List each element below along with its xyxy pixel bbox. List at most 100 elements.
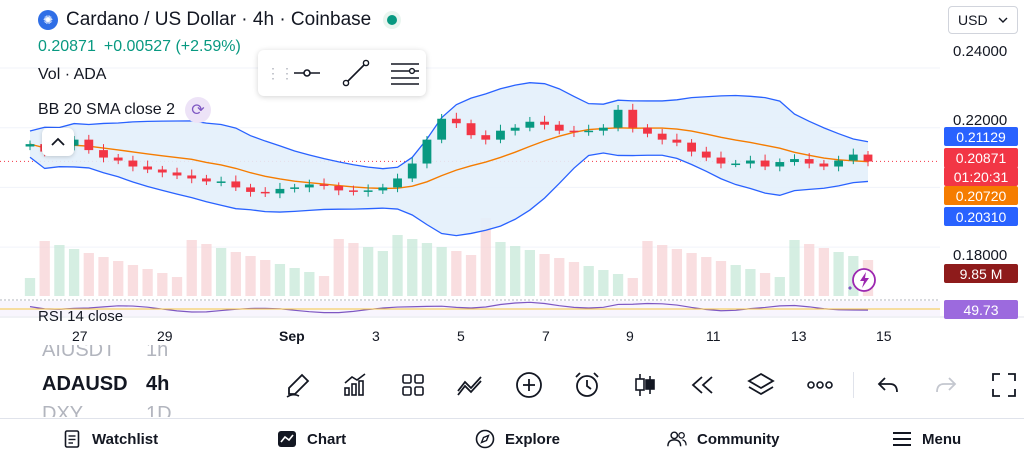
current-symbol[interactable]: ADAUSD [42, 373, 128, 395]
candle-body [760, 160, 770, 167]
drag-handle-icon[interactable]: ⋮⋮ [266, 64, 294, 81]
candle-body [99, 150, 108, 158]
volume-bar [201, 244, 212, 296]
candle-body [731, 163, 741, 166]
bb-basis-line [29, 127, 869, 190]
time-axis-label: 29 [157, 328, 173, 344]
trend-line-icon [342, 59, 370, 87]
pen-icon [286, 373, 310, 398]
nav-community[interactable]: Community [667, 429, 780, 449]
symbol-option[interactable]: AIUSDT [42, 345, 116, 361]
refresh-icon[interactable]: ⟳ [184, 97, 211, 123]
nav-menu-label: Menu [922, 430, 962, 448]
currency-select[interactable]: USD [948, 6, 1018, 34]
volume-bar [715, 261, 727, 296]
candle-body [701, 151, 711, 158]
volume-bar [289, 268, 300, 296]
volume-bar [186, 240, 197, 296]
current-interval[interactable]: 4h [146, 373, 170, 395]
rewind-icon [691, 376, 713, 394]
horizontal-ray-tool[interactable] [286, 55, 329, 91]
more-button[interactable] [805, 370, 835, 400]
price-chart[interactable] [0, 0, 1024, 345]
alert-button[interactable] [572, 370, 602, 400]
volume-bar [465, 255, 477, 296]
drawing-toolbar[interactable]: ⋮⋮ [258, 50, 426, 96]
interval-option[interactable]: 1D [146, 403, 172, 417]
symbol-title-row[interactable]: ✺ Cardano / US Dollar · 4h · Coinbase [38, 9, 402, 31]
candle-body [290, 187, 300, 189]
volume-bar [407, 239, 418, 296]
volume-bar [583, 266, 594, 296]
candle-body [25, 144, 35, 147]
volume-bar [39, 241, 50, 296]
volume-bar [436, 247, 447, 296]
nav-watchlist[interactable]: Watchlist [62, 429, 158, 449]
plus-circle-icon [516, 372, 542, 398]
symbol-picker[interactable]: AIUSDT ADAUSD DXY [42, 345, 132, 417]
trend-line-tool[interactable] [335, 55, 378, 91]
volume-bar [215, 248, 227, 296]
interval-option[interactable]: 1h [146, 345, 169, 361]
candle-body [246, 187, 255, 192]
candle-body [157, 169, 167, 173]
volume-bar [54, 245, 65, 296]
compare-button[interactable] [455, 370, 485, 400]
nav-chart-label: Chart [307, 430, 347, 448]
parallel-channel-tool[interactable] [383, 55, 426, 91]
time-axis-label: 5 [457, 328, 465, 344]
candle-body [349, 190, 358, 192]
volume-bar [524, 250, 536, 296]
price-change: +0.00527 (+2.59%) [103, 38, 241, 55]
volume-bar [230, 252, 241, 296]
candle-body [187, 175, 197, 179]
volume-legend[interactable]: Vol · ADA [38, 66, 107, 83]
volume-bar [671, 249, 683, 296]
candle-body [598, 127, 608, 131]
volume-bar [113, 261, 124, 296]
indicators-button[interactable] [340, 370, 370, 400]
candle-body [554, 124, 564, 131]
nav-explore[interactable]: Explore [475, 429, 560, 449]
currency-value: USD [958, 12, 988, 28]
bb-upper-line [29, 82, 869, 170]
redo-button[interactable] [931, 370, 961, 400]
volume-bar [171, 277, 183, 296]
fullscreen-icon [992, 373, 1016, 397]
candle-body [143, 166, 153, 170]
chevron-up-icon [51, 137, 65, 146]
bb-lower-badge: 0.20310 [944, 207, 1018, 226]
add-button[interactable] [514, 370, 544, 400]
candle-body [643, 127, 652, 134]
flash-icon[interactable] [846, 266, 878, 296]
rsi-legend[interactable]: RSI 14 close [38, 308, 124, 325]
draw-button[interactable] [283, 370, 313, 400]
time-axis-label: 3 [372, 328, 380, 344]
volume-bar [804, 244, 815, 296]
candle-body [319, 184, 329, 186]
bb-legend[interactable]: BB 20 SMA close 2 ⟳ [38, 97, 211, 123]
candle-body [716, 157, 726, 164]
nav-menu[interactable]: Menu [892, 429, 961, 449]
price-axis-label: 0.22000 [953, 112, 1008, 129]
collapse-legend-button[interactable] [42, 128, 74, 156]
volume-bar [568, 262, 580, 296]
candle-body [437, 118, 447, 140]
symbol-option[interactable]: DXY [42, 403, 84, 417]
candle-body [128, 160, 138, 167]
chart-type-button[interactable] [630, 370, 660, 400]
volume-bar [157, 273, 168, 296]
fullscreen-button[interactable] [989, 370, 1019, 400]
time-axis-label: 13 [791, 328, 807, 344]
replay-button[interactable] [688, 370, 718, 400]
layers-button[interactable] [746, 370, 776, 400]
time-axis-label: 11 [706, 328, 721, 344]
undo-button[interactable] [873, 370, 903, 400]
interval-picker[interactable]: 1h 4h 1D [146, 345, 186, 417]
volume-bar [657, 245, 668, 296]
templates-button[interactable] [398, 370, 428, 400]
undo-icon [877, 377, 898, 393]
nav-chart[interactable]: Chart [277, 429, 346, 449]
bb-upper-badge: 0.21129 [944, 127, 1018, 146]
market-open-icon [383, 11, 402, 29]
